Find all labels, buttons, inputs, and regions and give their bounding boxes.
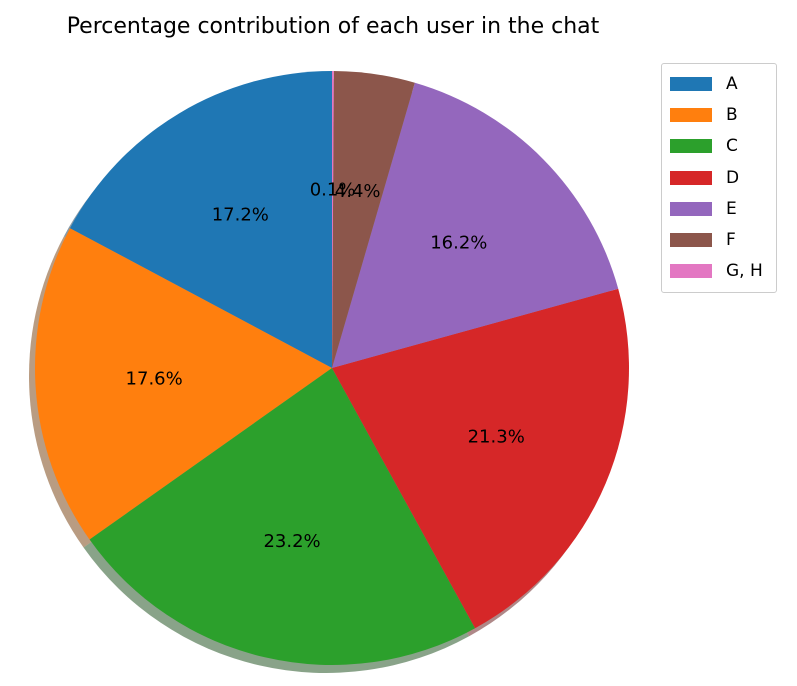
pie-slice-c — [89, 368, 476, 665]
legend-swatch — [670, 139, 712, 154]
legend-label: D — [726, 167, 740, 188]
pct-label-e: 16.2% — [430, 232, 487, 253]
pie-slice-f — [332, 71, 415, 368]
pct-label-a: 17.2% — [212, 205, 269, 226]
pct-label-b: 17.6% — [126, 369, 183, 390]
legend-label: F — [726, 230, 736, 251]
legend-swatch — [670, 264, 712, 279]
legend-label: G, H — [726, 261, 763, 282]
pie-slice-d — [332, 288, 629, 629]
pie-slice-b — [35, 228, 332, 540]
pct-label-c: 23.2% — [263, 531, 320, 552]
legend-swatch — [670, 170, 712, 185]
chart-title: Percentage contribution of each user in … — [66, 14, 600, 39]
pie-labels: 17.2% 17.6% 23.2% 21.3% 16.2% 4.4%0.1% — [126, 179, 525, 552]
legend-item-g-h: G, H — [670, 256, 768, 287]
pct-label-d: 21.3% — [468, 427, 525, 448]
legend-item-b: B — [670, 99, 768, 130]
pct-label-g-h: 0.1% — [310, 179, 356, 200]
legend-swatch — [670, 76, 712, 91]
legend-item-c: C — [670, 131, 768, 162]
legend-item-e: E — [670, 193, 768, 224]
pie-slice-e — [332, 82, 619, 368]
legend-swatch — [670, 107, 712, 122]
legend-item-f: F — [670, 224, 768, 255]
legend-label: C — [726, 136, 738, 157]
legend-swatch — [670, 201, 712, 216]
legend-item-a: A — [670, 68, 768, 99]
pie-slice-g-h — [332, 71, 334, 368]
legend: A B C D E F G, H — [661, 63, 777, 294]
legend-label: A — [726, 73, 738, 94]
pie-slices — [35, 71, 629, 665]
legend-item-d: D — [670, 162, 768, 193]
pie-slice-a — [69, 71, 332, 368]
pct-label-f: 4.4% — [335, 181, 381, 202]
legend-swatch — [670, 233, 712, 248]
legend-label: B — [726, 104, 738, 125]
legend-label: E — [726, 198, 737, 219]
